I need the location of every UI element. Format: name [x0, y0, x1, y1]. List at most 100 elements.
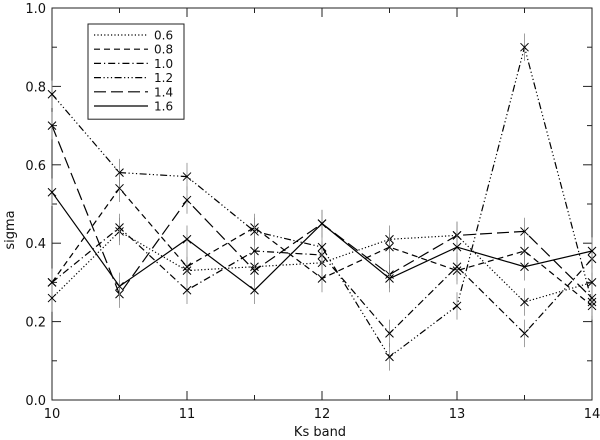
data-point — [182, 195, 192, 205]
data-point — [385, 242, 394, 252]
marker-stroke — [452, 242, 462, 252]
data-point — [115, 168, 124, 177]
series-1.2 — [47, 33, 597, 371]
data-point — [317, 242, 327, 252]
y-tick-label: 0.0 — [25, 394, 46, 409]
marker-stroke — [115, 183, 124, 193]
x-tick-label: 12 — [314, 407, 331, 422]
marker-stroke — [452, 301, 462, 311]
marker-stroke — [250, 246, 259, 256]
marker-stroke — [587, 246, 597, 256]
legend-label: 1.4 — [154, 85, 173, 99]
marker-stroke — [385, 329, 394, 338]
data-point — [385, 274, 394, 283]
y-axis-label: sigma — [3, 210, 18, 249]
y-tick-label: 1.0 — [25, 2, 46, 17]
marker-stroke — [520, 246, 529, 256]
marker-stroke — [182, 285, 192, 295]
data-point — [182, 172, 192, 181]
marker-stroke — [520, 297, 529, 307]
series-1.6 — [47, 178, 597, 304]
data-point — [587, 246, 597, 256]
data-point — [182, 234, 192, 244]
data-point — [317, 219, 327, 228]
marker-stroke — [47, 293, 57, 303]
marker-stroke — [587, 293, 597, 303]
marker-stroke — [385, 242, 394, 252]
marker-stroke — [115, 223, 124, 232]
legend-box — [87, 23, 185, 120]
marker-stroke — [115, 168, 124, 177]
data-point — [47, 293, 57, 303]
y-tick-label: 0.8 — [25, 80, 46, 95]
data-point — [520, 329, 529, 338]
series-line — [51, 44, 593, 358]
marker-stroke — [385, 352, 394, 362]
data-point — [520, 297, 529, 307]
marker-stroke — [385, 274, 394, 283]
data-point — [182, 285, 192, 295]
axes-group: 10 11 12 13 140.00.20.40.60.81.0 — [25, 2, 600, 422]
legend-label: 0.8 — [154, 43, 173, 57]
data-point — [452, 242, 462, 252]
data-point — [385, 329, 394, 338]
data-point — [182, 262, 192, 272]
data-point — [520, 42, 529, 52]
marker-stroke — [587, 278, 597, 287]
data-point — [250, 227, 259, 236]
x-tick-label: 13 — [449, 407, 466, 422]
data-point — [115, 223, 124, 232]
marker-stroke — [47, 121, 57, 130]
data-point — [520, 246, 529, 256]
data-point — [452, 262, 462, 272]
y-tick-label: 0.4 — [25, 237, 46, 252]
marker-stroke — [47, 278, 57, 287]
data-point — [520, 262, 529, 272]
legend-label: 0.6 — [154, 29, 173, 43]
x-axis-label: Ks band — [294, 425, 346, 440]
legend-label: 1.2 — [154, 71, 173, 85]
series-line — [51, 226, 593, 335]
data-point — [520, 227, 529, 236]
series-line — [51, 230, 593, 303]
legend: 0.60.81.01.21.41.6 — [87, 23, 185, 120]
data-point — [250, 266, 259, 275]
marker-stroke — [520, 329, 529, 338]
data-point — [317, 274, 327, 283]
data-point — [587, 278, 597, 287]
legend-label: 1.0 — [154, 57, 173, 71]
marker-stroke — [317, 242, 327, 252]
marker-stroke — [182, 172, 192, 181]
data-point — [115, 183, 124, 193]
marker-stroke — [317, 274, 327, 283]
legend-label: 1.6 — [154, 100, 173, 114]
marker-stroke — [182, 234, 192, 244]
data-point — [385, 352, 394, 362]
data-point — [587, 293, 597, 303]
marker-stroke — [520, 227, 529, 236]
data-point — [250, 246, 259, 256]
data-point — [250, 285, 259, 295]
x-tick-label: 14 — [584, 407, 600, 422]
marker-stroke — [47, 89, 57, 99]
data-point — [115, 281, 124, 291]
y-tick-label: 0.6 — [25, 159, 46, 174]
data-point — [47, 187, 57, 197]
marker-stroke — [317, 219, 327, 228]
series-group — [47, 33, 597, 371]
marker-stroke — [520, 262, 529, 272]
data-point — [47, 278, 57, 287]
marker-stroke — [250, 285, 259, 295]
marker-stroke — [452, 262, 462, 272]
data-point — [47, 89, 57, 99]
marker-stroke — [47, 187, 57, 197]
marker-stroke — [182, 262, 192, 272]
x-tick-label: 10 — [44, 407, 61, 422]
y-tick-label: 0.2 — [25, 316, 46, 331]
marker-stroke — [250, 266, 259, 275]
marker-stroke — [182, 195, 192, 205]
data-point — [47, 121, 57, 130]
data-point — [452, 301, 462, 311]
marker-stroke — [250, 227, 259, 236]
